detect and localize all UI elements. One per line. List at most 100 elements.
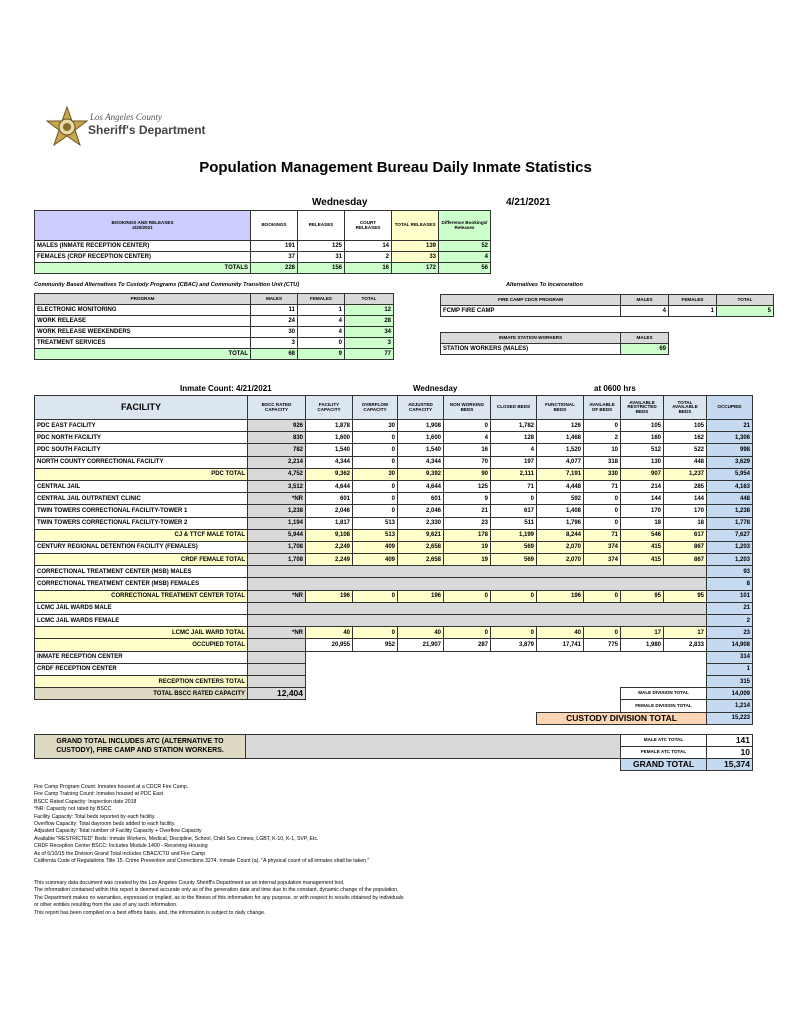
cell: 12,404 [247, 687, 306, 701]
cell: 1,708 [247, 553, 306, 567]
cell: CORRECTIONAL TREATMENT CENTER (MSB) FEMA… [34, 577, 248, 591]
cell: 126 [536, 418, 584, 433]
cell: 0 [352, 504, 398, 518]
cell: 1,600 [305, 431, 353, 445]
cell: 31 [297, 251, 345, 263]
table-row: PDC EAST FACILITY 926 1,878 30 1,908 0 1,782 12… [34, 418, 753, 433]
table-row: CRDF RECEPTION CENTER 1 [34, 662, 753, 676]
empty-cell [306, 675, 707, 687]
cell: 130 [620, 455, 664, 469]
cell: *NR [247, 626, 306, 640]
cell: 513 [352, 516, 398, 530]
table-row: OCCUPIED TOTAL 20,955 952 21,907 287 3,879 17,… [34, 638, 753, 652]
cell: 782 [247, 443, 306, 457]
cell: 170 [663, 504, 707, 518]
table-row: FEMALE DIVISION TOTAL 1,214 [35, 699, 753, 713]
cell: FUNCTIONAL BEDS [536, 395, 584, 420]
cell: 68 [250, 348, 298, 360]
cell: 125 [297, 240, 345, 252]
text-line: Adjusted Capacity: Total number of Facil… [34, 828, 202, 835]
cell: 16 [443, 443, 491, 457]
table-row: CORRECTIONAL TREATMENT CENTER TOTAL *NR 19… [34, 589, 753, 603]
cell: 23 [706, 626, 753, 640]
cell: 9 [443, 492, 491, 506]
table-row: BOOKINGS AND RELEASES 4/20/2021 BOOKINGS RE… [34, 210, 491, 241]
cell: FIRE CAMP CDCR PROGRAM [440, 294, 621, 306]
cell: 4 [297, 315, 345, 327]
bookings-table: BOOKINGS AND RELEASES 4/20/2021 BOOKINGS RE… [34, 210, 491, 274]
cell: 24 [250, 315, 298, 327]
text-line: *NR: Capacity not rated by BSCC [34, 806, 112, 813]
cell: 0 [443, 418, 491, 433]
empty-cell [247, 577, 707, 591]
cell: 105 [620, 418, 664, 433]
cell: 1,238 [247, 504, 306, 518]
cell: 2,249 [305, 540, 353, 555]
cell: 77 [344, 348, 394, 360]
cell: 2,111 [490, 467, 537, 481]
cell: WORK RELEASE [34, 315, 251, 327]
cell: NORTH COUNTY CORRECTIONAL FACILITY [34, 455, 248, 469]
cell: 3,879 [490, 638, 537, 652]
empty-cell [306, 688, 621, 700]
cell: 144 [663, 492, 707, 506]
cell: 9,392 [397, 467, 444, 481]
cell: 546 [620, 528, 664, 542]
cell: 1,782 [490, 418, 537, 433]
cell: BSCC RATED CAPACITY [247, 395, 306, 420]
cell: 330 [583, 467, 621, 481]
cell: 2,658 [397, 553, 444, 567]
cell: 170 [620, 504, 664, 518]
cell: 196 [397, 589, 444, 603]
cell: PDC NORTH FACILITY [34, 431, 248, 445]
logo-badge [46, 106, 88, 147]
cell: GRAND TOTAL INCLUDES ATC (ALTERNATIVE TO… [34, 734, 246, 759]
table-row: CENTRAL JAIL 3,512 4,644 0 4,644 125 71 4,448 71… [34, 479, 753, 494]
cell: 907 [620, 467, 664, 481]
cell: ELECTRONIC MONITORING [34, 304, 251, 316]
table-row: LCMC JAIL WARDS FEMALE 2 [34, 613, 753, 628]
cell: 1,708 [247, 540, 306, 555]
cell: 71 [490, 479, 537, 494]
disclaimer: This summary data document was created b… [34, 880, 404, 917]
text-line: Facility Capacity: Total beds reported b… [34, 813, 156, 820]
cell: GRAND TOTAL [620, 758, 707, 771]
cell: 287 [443, 638, 491, 652]
table-row: TREATMENT SERVICES 3 0 3 [34, 337, 394, 349]
table-row: CUSTODY DIVISION TOTAL 15,223 [35, 711, 753, 725]
cell: 1,540 [305, 443, 353, 457]
cell: 15,374 [706, 758, 753, 771]
cell: AVAILABLE OF BEDS [583, 395, 621, 420]
cell: 1 [668, 305, 717, 317]
cell: TOTAL AVAILABLE BEDS [663, 395, 707, 420]
cell: 125 [443, 479, 491, 494]
department-name: Sheriff's Department [88, 123, 206, 137]
cell: CORRECTIONAL TREATMENT CENTER (MSB) MALE… [34, 565, 248, 579]
cell: 5,944 [247, 528, 306, 542]
table-row: MALES (INMATE RECEPTION CENTER) 191 125 14 1… [34, 240, 491, 252]
cell: 17 [620, 626, 664, 640]
table-row: TOTALS 228 156 16 172 56 [34, 262, 491, 274]
cell: 409 [352, 553, 398, 567]
empty-cell [306, 651, 707, 663]
cell: 197 [490, 455, 537, 469]
cell: 512 [620, 443, 664, 457]
cell: 191 [250, 240, 298, 252]
cell: 0 [443, 589, 491, 603]
text-line: The Department makes no warranties, expr… [34, 894, 404, 901]
cell: 17 [663, 626, 707, 640]
cell: RELEASES [297, 210, 345, 241]
cell: MALE ATC TOTAL [620, 734, 707, 747]
cell: AVAILABLE RESTRICTED BEDS [620, 395, 664, 420]
cell: OVERFLOW CAPACITY [352, 395, 398, 420]
table-row: FCMP FIRE CAMP 4 1 5 [440, 305, 774, 317]
cell: 30 [352, 467, 398, 481]
cell: 4,644 [397, 479, 444, 494]
empty-cell [247, 674, 306, 689]
cell: 592 [536, 492, 584, 506]
county-name: Los Angeles County [90, 112, 162, 122]
cell: 952 [352, 638, 398, 652]
cell: 18 [620, 516, 664, 530]
table-row: CENTRAL JAIL OUTPATIENT CLINIC *NR 601 0 601… [34, 492, 753, 506]
cell: 93 [706, 565, 753, 579]
